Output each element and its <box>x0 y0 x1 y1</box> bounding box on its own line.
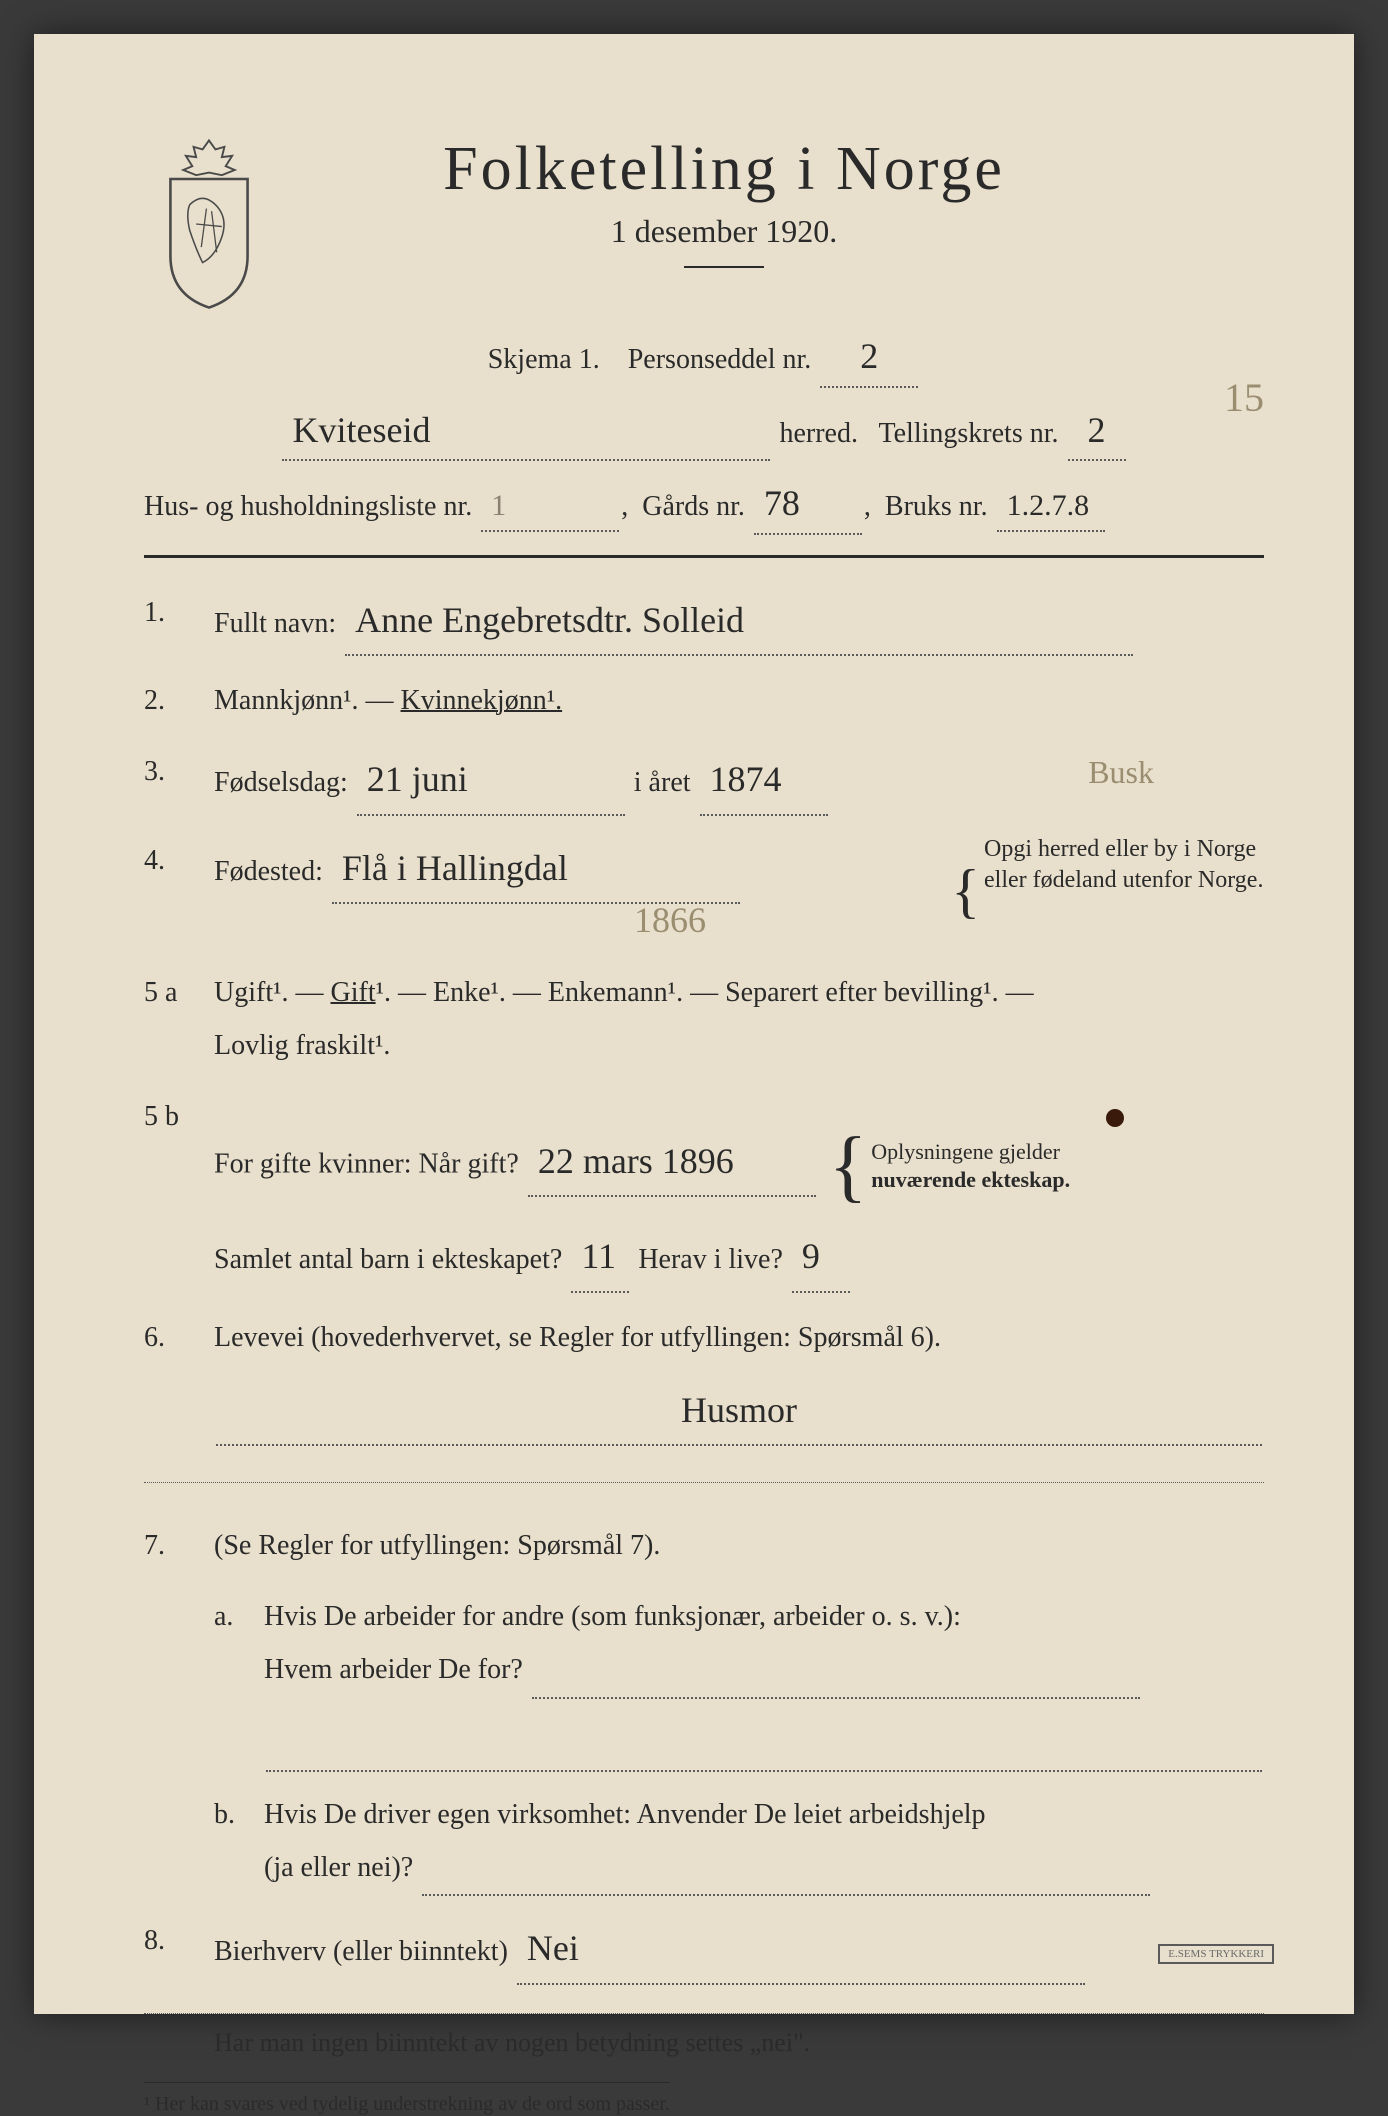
q5b-num: 5 b <box>144 1090 214 1292</box>
q7a-text: Hvis De arbeider for andre (som funksjon… <box>264 1601 961 1632</box>
coat-of-arms-icon <box>144 134 274 314</box>
q7a-letter: a. <box>214 1590 264 1772</box>
q6-value: Husmor <box>675 1376 803 1444</box>
q5b-label1: For gifte kvinner: Når gift? <box>214 1149 519 1180</box>
question-1: 1. Fullt navn: Anne Engebretsdtr. Sollei… <box>144 586 1264 656</box>
question-6: 6. Levevei (hovederhvervet, se Regler fo… <box>144 1311 1264 1447</box>
census-form-page: 15 Busk 1866 Folketelling i Norge 1 dese… <box>34 34 1354 2014</box>
herred-line: Kviteseid herred. Tellingskrets nr. 2 <box>144 402 1264 462</box>
q4-num: 4. <box>144 834 214 948</box>
margin-note-busk: Busk <box>1088 754 1154 791</box>
divider-thick <box>144 555 1264 558</box>
q7b-letter: b. <box>214 1788 264 1896</box>
q5a-text: Ugift¹. — Gift¹. — Enke¹. — Enkemann¹. —… <box>214 977 1034 1008</box>
herred-value: Kviteseid <box>286 402 436 460</box>
q4-note: Opgi herred eller by i Norge eller fødel… <box>984 834 1264 896</box>
title-rule <box>684 266 764 268</box>
q3-day: 21 juni <box>361 745 474 813</box>
q6-num: 6. <box>144 1311 214 1447</box>
q3-num: 3. <box>144 745 214 815</box>
bruks-nr: 1.2.7.8 <box>1001 482 1096 530</box>
husliste-nr: 1 <box>485 482 512 530</box>
bruks-label: Bruks nr. <box>885 491 988 522</box>
q2-m: Mannkjønn¹. — <box>214 685 394 716</box>
subtitle: 1 desember 1920. <box>314 213 1134 250</box>
q8-value: Nei <box>521 1914 585 1982</box>
gards-nr: 78 <box>758 475 806 533</box>
q5a-num: 5 a <box>144 966 214 1072</box>
q7b-text: Hvis De driver egen virksomhet: Anvender… <box>264 1799 986 1830</box>
title-block: Folketelling i Norge 1 desember 1920. <box>314 114 1264 284</box>
question-8: 8. Bierhverv (eller biinntekt) Nei <box>144 1914 1264 1984</box>
header: Folketelling i Norge 1 desember 1920. <box>144 114 1264 314</box>
q5b-barn-live: 9 <box>796 1222 826 1290</box>
herred-label: herred. <box>779 418 858 449</box>
personseddel-label: Personseddel nr. <box>628 344 812 375</box>
q3-year: 1874 <box>704 745 788 813</box>
margin-note-15: 15 <box>1224 374 1264 421</box>
tellingskrets-nr: 2 <box>1082 402 1112 460</box>
q4-label: Fødested: <box>214 856 323 887</box>
gards-label: Gårds nr. <box>642 491 745 522</box>
brace-icon: { <box>829 1090 867 1242</box>
q5b-label2: Samlet antal barn i ekteskapet? <box>214 1244 562 1275</box>
q3-year-label: i året <box>634 767 691 798</box>
q7a-text2: Hvem arbeider De for? <box>264 1654 523 1685</box>
divider-dotted <box>144 1482 1264 1483</box>
personseddel-nr: 2 <box>854 328 884 386</box>
q7-num: 7. <box>144 1519 214 1572</box>
q6-label: Levevei (hovederhvervet, se Regler for u… <box>214 1322 941 1353</box>
q7b-text2: (ja eller nei)? <box>264 1852 413 1883</box>
question-2: 2. Mannkjønn¹. — Kvinnekjønn¹. <box>144 674 1264 727</box>
tellingskrets-label: Tellingskrets nr. <box>878 418 1058 449</box>
q8-num: 8. <box>144 1914 214 1984</box>
q1-value: Anne Engebretsdtr. Solleid <box>349 586 750 654</box>
printer-stamp: E.SEMS TRYKKERI <box>1158 1944 1274 1964</box>
q7-label: (Se Regler for utfyllingen: Spørsmål 7). <box>214 1530 660 1561</box>
question-5a: 5 a Ugift¹. — Gift¹. — Enke¹. — Enkemann… <box>144 966 1264 1072</box>
q1-num: 1. <box>144 586 214 656</box>
q1-label: Fullt navn: <box>214 608 336 639</box>
question-7: 7. (Se Regler for utfyllingen: Spørsmål … <box>144 1519 1264 1572</box>
husliste-label: Hus- og husholdningsliste nr. <box>144 491 472 522</box>
footnote: ¹ Her kan svares ved tydelig understrekn… <box>144 2082 670 2116</box>
main-title: Folketelling i Norge <box>314 134 1134 205</box>
q8-label: Bierhverv (eller biinntekt) <box>214 1936 508 1967</box>
husliste-line: Hus- og husholdningsliste nr. 1, Gårds n… <box>144 475 1264 535</box>
q5b-label3: Herav i live? <box>638 1244 783 1275</box>
brace-icon: { <box>951 834 980 948</box>
q5b-barn-total: 11 <box>575 1222 622 1290</box>
q4-value: Flå i Hallingdal <box>336 834 574 902</box>
question-7a: a. Hvis De arbeider for andre (som funks… <box>214 1590 1264 1772</box>
q2-num: 2. <box>144 674 214 727</box>
q3-label: Fødselsdag: <box>214 767 348 798</box>
margin-note-1866: 1866 <box>634 899 706 941</box>
skjema-line: Skjema 1. Personseddel nr. 2 <box>144 328 1264 388</box>
q5b-gift-date: 22 mars 1896 <box>532 1127 740 1195</box>
question-5b: 5 b For gifte kvinner: Når gift? 22 mars… <box>144 1090 1264 1292</box>
meta-block: Skjema 1. Personseddel nr. 2 Kviteseid h… <box>144 328 1264 535</box>
q5b-note: Oplysningene gjelder nuværende ekteskap. <box>871 1138 1071 1195</box>
skjema-label: Skjema 1. <box>488 344 600 375</box>
q2-k: Kvinnekjønn¹. <box>401 685 563 716</box>
divider-dotted <box>144 2013 1264 2014</box>
question-7b: b. Hvis De driver egen virksomhet: Anven… <box>214 1788 1264 1896</box>
footer-note: Har man ingen biinntekt av nogen betydni… <box>214 2028 1264 2058</box>
q5a-text2: Lovlig fraskilt¹. <box>214 1030 390 1061</box>
